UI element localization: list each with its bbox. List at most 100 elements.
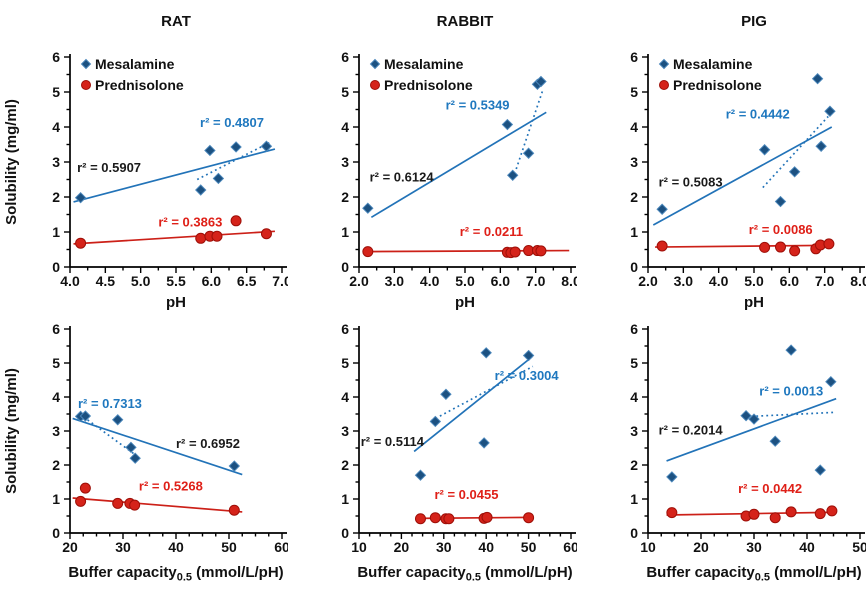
y-tick-label: 3: [630, 154, 638, 170]
trend-line-solid-mesalamine: [72, 417, 243, 476]
data-point-prednisolone: [785, 506, 797, 518]
data-point-mesalamine: [230, 141, 242, 153]
legend-label: Mesalamine: [95, 56, 175, 72]
data-point-prednisolone: [769, 512, 781, 524]
y-tick-label: 1: [341, 491, 349, 507]
legend-marker-circle-icon: [659, 80, 669, 90]
data-point-mesalamine: [204, 144, 216, 157]
x-tick-label: 7.0: [526, 273, 546, 289]
data-point-prednisolone: [75, 237, 87, 249]
y-tick-label: 2: [341, 457, 349, 473]
x-tick-label: 5.0: [131, 273, 151, 289]
data-point-mesalamine: [769, 435, 781, 447]
r2-label: r² = 0.5114: [361, 434, 425, 449]
trend-line-dotted-mesalamine: [751, 411, 837, 418]
y-tick-label: 3: [52, 423, 60, 439]
data-point-mesalamine: [501, 118, 514, 131]
y-tick-label: 5: [630, 84, 638, 100]
data-point-prednisolone: [759, 241, 771, 253]
y-tick-label: 6: [341, 321, 349, 337]
y-axis-label: Solubility (mg/ml): [3, 99, 20, 225]
legend-label: Prednisolone: [95, 77, 184, 93]
panel-rat-buffer: Solubility (mg/ml) 0 1 2 3 4 5 6 20 30 40 50 60 Buffe…: [3, 321, 288, 584]
data-point-mesalamine: [785, 344, 797, 356]
x-tick-label: 3.0: [385, 273, 405, 289]
x-tick-label: 60: [274, 539, 288, 555]
x-tick-label: 4.0: [60, 273, 80, 289]
data-point-mesalamine: [506, 169, 519, 182]
data-point-prednisolone: [228, 504, 240, 516]
data-point-prednisolone: [112, 497, 124, 509]
x-tick-label: 30: [746, 539, 762, 555]
data-point-mesalamine: [228, 460, 241, 472]
y-tick-label: 0: [341, 525, 349, 541]
x-tick-label: 7.0: [272, 273, 288, 289]
r2-label: r² = 0.7313: [78, 396, 142, 411]
r2-label: r² = 0.0455: [434, 487, 498, 502]
data-point-mesalamine: [815, 140, 827, 152]
x-tick-label: 6.0: [491, 273, 511, 289]
trend-line-solid-mesalamine: [666, 397, 837, 462]
y-tick-label: 4: [52, 389, 60, 405]
data-point-mesalamine: [195, 184, 207, 196]
y-tick-label: 2: [630, 457, 638, 473]
x-axis-label: pH: [166, 294, 186, 311]
trend-line-solid-mesalamine: [73, 148, 276, 203]
x-tick-label: 4.0: [420, 273, 440, 289]
y-tick-label: 4: [341, 119, 349, 135]
data-point-mesalamine: [824, 105, 836, 117]
panel-rabbit-ph: RABBIT 0 1 2 3 4 5 6 2.0 3.0 4.0 5.0 6.0 7.0 8.0 pH r² =…: [341, 13, 577, 311]
panel-rat-ph: RAT Solubility (mg/ml) 0 1 2 3 4 5 6 4.0 4.5 5.0 5.5…: [3, 13, 288, 311]
x-axis-label: Buffer capacity0.5 (mmol/L/pH): [68, 564, 283, 584]
data-point-prednisolone: [129, 499, 141, 511]
trend-line-dotted-mesalamine: [79, 413, 137, 457]
x-tick-label: 10: [351, 539, 367, 555]
data-point-prednisolone: [509, 246, 521, 258]
trend-line-dotted-mesalamine: [196, 141, 270, 181]
r2-label: r² = 0.6952: [176, 436, 240, 451]
r2-label: r² = 0.0013: [759, 383, 823, 398]
data-point-prednisolone: [535, 245, 547, 257]
x-tick-label: 10: [640, 539, 656, 555]
data-point-mesalamine: [522, 349, 535, 362]
r2-label: r² = 0.4442: [726, 106, 790, 121]
x-tick-label: 20: [394, 539, 410, 555]
y-tick-label: 1: [341, 224, 349, 240]
y-tick-label: 1: [630, 224, 638, 240]
x-tick-label: 40: [799, 539, 815, 555]
data-point-mesalamine: [478, 437, 490, 449]
x-tick-label: 20: [62, 539, 78, 555]
data-point-prednisolone: [195, 232, 207, 244]
data-point-mesalamine: [774, 195, 787, 208]
x-tick-label: 5.0: [455, 273, 475, 289]
data-point-prednisolone: [211, 230, 223, 242]
legend-label: Mesalamine: [384, 56, 464, 72]
data-point-prednisolone: [814, 508, 826, 520]
data-point-mesalamine: [535, 75, 547, 88]
y-tick-label: 6: [341, 49, 349, 65]
x-tick-label: 2.0: [349, 273, 369, 289]
data-point-prednisolone: [826, 505, 838, 517]
data-point-prednisolone: [666, 507, 678, 519]
data-point-mesalamine: [260, 140, 273, 152]
y-tick-label: 0: [630, 525, 638, 541]
y-tick-label: 1: [630, 491, 638, 507]
panel-title: RAT: [161, 13, 191, 30]
legend-label: Mesalamine: [673, 56, 753, 72]
x-tick-label: 20: [693, 539, 709, 555]
data-point-prednisolone: [260, 228, 272, 240]
y-tick-label: 3: [52, 154, 60, 170]
x-tick-label: 40: [168, 539, 184, 555]
x-axis-label: Buffer capacity0.5 (mmol/L/pH): [357, 564, 572, 584]
y-axis-label: Solubility (mg/ml): [3, 368, 20, 494]
data-point-mesalamine: [814, 464, 826, 476]
trend-line-dotted-mesalamine: [762, 115, 829, 189]
data-point-prednisolone: [75, 495, 87, 507]
legend-marker-circle-icon: [81, 80, 91, 90]
y-tick-label: 2: [52, 189, 60, 205]
trend-line-dotted-mesalamine: [515, 89, 544, 170]
data-point-mesalamine: [129, 452, 141, 464]
y-tick-label: 5: [630, 355, 638, 371]
y-tick-label: 3: [341, 154, 349, 170]
